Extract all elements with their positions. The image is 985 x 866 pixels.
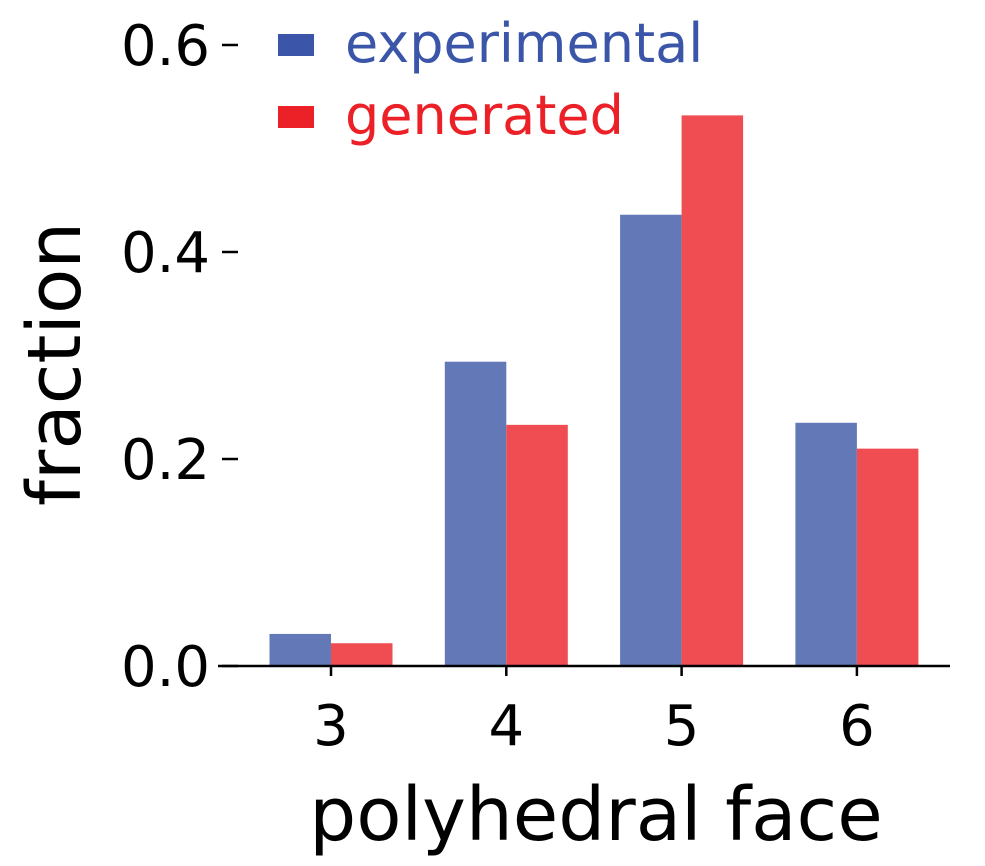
bar-experimental-6 xyxy=(795,422,857,666)
x-tick-label-6: 6 xyxy=(839,694,875,759)
y-tick-label-0.0: 0.0 xyxy=(121,635,210,700)
legend-label-generated: generated xyxy=(345,84,624,147)
y-tick-label-0.2: 0.2 xyxy=(121,428,210,493)
legend-swatch-generated xyxy=(278,106,314,128)
bar-experimental-5 xyxy=(620,214,682,667)
x-tick-label-5: 5 xyxy=(664,694,700,759)
y-tick-label-0.6: 0.6 xyxy=(121,14,210,79)
bar-generated-4 xyxy=(506,424,568,666)
legend-swatch-experimental xyxy=(278,34,314,56)
bar-generated-3 xyxy=(331,643,393,666)
bar-experimental-3 xyxy=(269,633,331,666)
bars-group xyxy=(269,115,919,667)
legend-label-experimental: experimental xyxy=(345,12,703,75)
bar-generated-6 xyxy=(856,448,919,666)
y-tick-label-0.4: 0.4 xyxy=(121,221,210,286)
y-axis: 0.0 0.2 0.4 0.6 xyxy=(121,14,238,700)
legend: experimental generated xyxy=(278,12,703,147)
x-axis: 3 4 5 6 xyxy=(313,666,875,759)
x-tick-label-3: 3 xyxy=(313,694,349,759)
bar-generated-5 xyxy=(681,115,744,666)
x-tick-label-4: 4 xyxy=(488,694,524,759)
x-axis-label: polyhedral face xyxy=(309,772,882,858)
y-axis-label: fraction xyxy=(12,222,98,506)
bar-experimental-4 xyxy=(444,361,507,666)
